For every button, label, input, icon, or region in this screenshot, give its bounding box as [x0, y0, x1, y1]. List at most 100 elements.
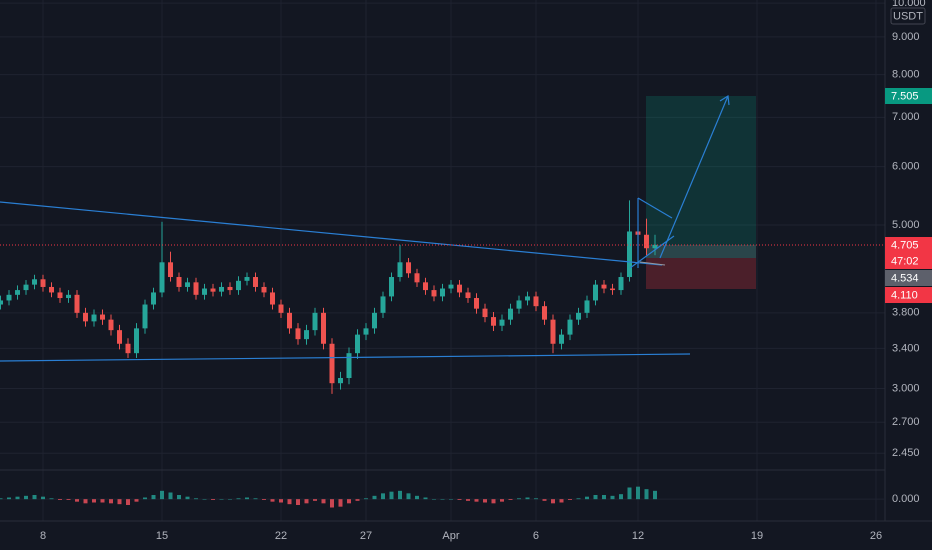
candle-body	[643, 234, 649, 249]
candle-body	[473, 298, 479, 309]
candle-body	[202, 288, 208, 295]
candle-body	[270, 292, 276, 305]
histogram-bar	[304, 499, 309, 504]
histogram-bar	[49, 498, 54, 500]
y-tick-label: 10.000	[892, 0, 926, 9]
histogram-bar	[321, 499, 326, 504]
candle-body	[15, 290, 21, 295]
histogram-bar	[15, 496, 20, 500]
currency: USDT	[893, 10, 923, 22]
histogram-bar	[0, 498, 3, 500]
y-tick-label: 5.000	[892, 219, 920, 231]
histogram-bar	[185, 496, 190, 500]
histogram-bar	[618, 494, 623, 500]
histogram-bar	[32, 495, 37, 500]
histogram-bar	[134, 499, 139, 502]
histogram-bar	[533, 498, 538, 500]
histogram-bar	[100, 499, 105, 503]
histogram-bar	[151, 495, 156, 500]
histogram-bar	[347, 499, 352, 504]
candle-body	[32, 279, 38, 285]
candle-body	[584, 300, 590, 313]
histogram-bar	[364, 498, 369, 500]
candle-body	[151, 292, 157, 305]
candle-body	[142, 304, 148, 329]
histogram-bar	[559, 499, 564, 503]
histogram-bar	[83, 499, 88, 504]
x-tick-label: 8	[40, 530, 46, 542]
histogram-bar	[338, 499, 343, 507]
histogram-bar	[457, 499, 462, 500]
histogram-bar	[313, 499, 318, 501]
histogram-bar	[508, 499, 513, 500]
histogram-bar	[525, 497, 530, 500]
y-tick-label: 6.000	[892, 161, 920, 173]
y-tick-label: 3.800	[892, 307, 920, 319]
histogram-bar	[279, 499, 284, 503]
histogram-bar	[432, 499, 437, 500]
candle-body	[168, 262, 174, 278]
candle-body	[219, 286, 225, 292]
candle-body	[609, 288, 615, 291]
candles	[0, 200, 658, 394]
candle-body	[499, 319, 505, 326]
candle-body	[380, 296, 386, 313]
candle-body	[626, 231, 632, 278]
axis-labels: 10.000 9.000 8.000 7.000 6.000 5.000 3.800 3.40…	[40, 0, 932, 542]
open-zone	[646, 245, 756, 258]
histogram-bar	[245, 497, 250, 500]
histogram-bar	[440, 499, 445, 500]
candle-body	[185, 282, 191, 287]
histogram-bar	[126, 499, 131, 505]
histogram-bar	[406, 493, 411, 500]
price-tag-label: 4.534	[891, 272, 919, 284]
candle-body	[346, 353, 352, 378]
histogram-bar	[610, 495, 615, 500]
stop-zone	[646, 258, 756, 289]
candle-body	[134, 328, 140, 354]
histogram-bar	[601, 495, 606, 500]
histogram-bar	[516, 498, 521, 500]
histogram-bar	[423, 497, 428, 500]
candle-body	[23, 284, 29, 291]
histogram-bar	[287, 499, 292, 505]
price-tag	[885, 237, 932, 253]
candle-body	[558, 334, 564, 344]
candle-body	[575, 312, 581, 320]
histogram-bar	[474, 499, 479, 502]
histogram-bar	[75, 499, 80, 502]
histogram-bar	[109, 499, 114, 504]
histogram-bar	[219, 499, 224, 500]
price-tag	[885, 88, 932, 104]
candle-body	[117, 330, 123, 344]
currency-box	[890, 7, 926, 25]
candle-body	[83, 312, 89, 322]
candle-body	[406, 262, 412, 274]
histogram-bar	[160, 490, 165, 500]
histogram-bar	[381, 493, 386, 500]
histogram-bar	[7, 497, 12, 500]
candle-body	[49, 286, 55, 293]
price-tag-label: 7.505	[891, 90, 919, 102]
y-tick-label: 2.700	[892, 416, 920, 428]
candle-body	[287, 312, 293, 329]
candle-body	[516, 300, 522, 309]
candle-body	[6, 294, 12, 301]
histogram-bar	[211, 499, 216, 500]
candle-body	[456, 284, 462, 293]
histogram-bar	[550, 499, 555, 504]
histogram-bar	[415, 495, 420, 500]
candle-body	[57, 292, 63, 299]
price-tag-label: 4.705	[891, 239, 919, 251]
histogram-bar	[66, 499, 71, 500]
histogram-bar	[499, 499, 504, 502]
histogram-bar	[296, 499, 301, 505]
x-tick-label: 12	[632, 530, 644, 542]
histogram-bar	[576, 498, 581, 500]
histogram-bar	[262, 499, 267, 500]
histogram-bar	[168, 492, 173, 500]
arrow-head	[719, 94, 730, 106]
histogram-bar	[270, 499, 275, 502]
